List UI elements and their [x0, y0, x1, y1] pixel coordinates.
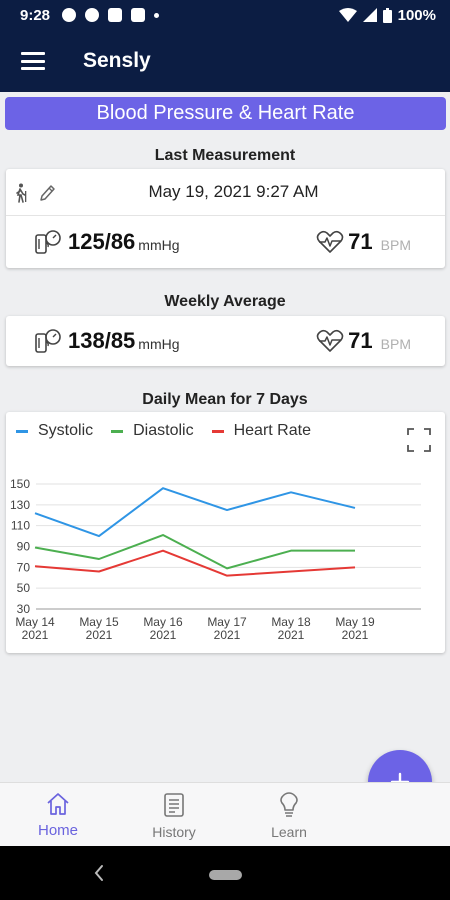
daily-mean-heading: Daily Mean for 7 Days — [142, 391, 308, 408]
x-tick-label: May 14 — [15, 615, 55, 629]
x-tick-label: May 17 — [207, 615, 247, 629]
nav-home[interactable]: Home — [18, 792, 98, 839]
back-chevron-icon[interactable] — [93, 864, 105, 882]
y-tick-label: 110 — [11, 519, 30, 533]
legend-swatch — [111, 429, 124, 433]
status-time: 9:28 — [20, 6, 51, 24]
weekly-average-heading: Weekly Average — [164, 293, 286, 310]
heart-rate-reading: 71 BPM — [316, 328, 411, 354]
y-tick-label: 90 — [17, 540, 31, 554]
nav-history-label: History — [152, 824, 196, 840]
x-tick-label: May 18 — [271, 615, 311, 629]
lightbulb-icon — [280, 792, 298, 817]
nav-home-label: Home — [37, 822, 78, 839]
location-icon — [62, 8, 77, 22]
systolic-diastolic-value: 138/85 — [68, 328, 136, 353]
x-tick-label: 2021 — [214, 628, 241, 642]
daily-mean-chart-card: Systolic Diastolic Heart Rate 30 50 70 90 11… — [6, 412, 445, 653]
legend-label: Systolic — [38, 422, 94, 439]
blood-pressure-reading: 125/86 mmHg — [34, 229, 180, 255]
heart-rate-reading: 71 BPM — [316, 229, 411, 255]
nav-learn-label: Learn — [271, 824, 307, 840]
heart-rate-value: 71 — [348, 229, 373, 254]
legend-item-heart-rate: Heart Rate — [211, 422, 311, 440]
y-tick-label: 50 — [17, 581, 31, 595]
bottom-navigation: Home History Learn — [0, 782, 450, 846]
x-tick-label: May 15 — [79, 615, 119, 629]
series-line-diastolic — [34, 534, 355, 570]
x-tick-label: 2021 — [22, 628, 49, 642]
notification-icons — [62, 8, 160, 22]
series-line-systolic — [34, 487, 356, 538]
x-tick-label: 2021 — [86, 628, 113, 642]
section-banner: Blood Pressure & Heart Rate — [5, 97, 446, 130]
x-tick-label: 2021 — [278, 628, 305, 642]
walking-icon — [16, 183, 27, 203]
activity-icons — [14, 183, 56, 203]
legend-item-diastolic: Diastolic — [111, 422, 194, 440]
bp-unit: mmHg — [138, 335, 180, 352]
heart-rate-value: 71 — [348, 328, 373, 353]
x-tick-label: 2021 — [342, 628, 369, 642]
mail-icon — [131, 8, 146, 22]
app-bar: Sensly — [0, 30, 450, 92]
legend-swatch — [211, 429, 224, 433]
menu-icon[interactable] — [21, 52, 45, 70]
weekly-average-card: 138/85 mmHg 71 BPM — [6, 316, 445, 366]
x-tick-label: May 19 — [335, 615, 375, 629]
message-icon — [108, 8, 123, 22]
chart-legend: Systolic Diastolic Heart Rate — [16, 422, 311, 440]
series-line-heart-rate — [34, 549, 356, 577]
status-right: 100% — [338, 6, 436, 24]
heart-rate-icon — [316, 329, 344, 352]
blood-pressure-icon — [35, 329, 61, 353]
wifi-icon — [338, 8, 357, 22]
hr-unit: BPM — [380, 335, 411, 352]
history-list-icon — [164, 793, 184, 817]
legend-swatch — [16, 429, 28, 433]
x-tick-label: 2021 — [150, 628, 177, 642]
nav-history[interactable]: History — [134, 792, 214, 840]
x-tick-label: May 16 — [143, 615, 183, 629]
last-measurement-card[interactable]: May 19, 2021 9:27 AM 125/86 mmHg 71 BPM — [6, 169, 445, 268]
y-tick-label: 30 — [17, 602, 31, 616]
blood-pressure-icon — [35, 230, 61, 254]
blood-pressure-reading: 138/85 mmHg — [34, 328, 180, 354]
bp-unit: mmHg — [138, 236, 180, 253]
app-title: Sensly — [83, 49, 151, 72]
weekly-average-readings: 138/85 mmHg 71 BPM — [6, 316, 445, 366]
battery-level: 100% — [397, 6, 436, 24]
last-measurement-heading: Last Measurement — [154, 147, 296, 164]
y-tick-label: 150 — [10, 477, 30, 491]
y-tick-label: 70 — [17, 560, 31, 574]
legend-label: Heart Rate — [233, 422, 311, 439]
more-notifications-icon — [154, 12, 160, 18]
nav-learn[interactable]: Learn — [249, 792, 329, 840]
edit-pencil-icon[interactable] — [38, 183, 56, 203]
signal-icon — [362, 8, 377, 22]
fullscreen-icon[interactable] — [407, 428, 431, 452]
home-pill-button[interactable] — [209, 870, 242, 880]
heart-rate-icon — [316, 230, 344, 253]
hr-unit: BPM — [380, 236, 411, 253]
legend-label: Diastolic — [133, 422, 194, 439]
battery-icon — [382, 7, 392, 23]
measurement-datetime: May 19, 2021 9:27 AM — [148, 182, 319, 201]
systolic-diastolic-value: 125/86 — [68, 229, 136, 254]
status-bar: 9:28 100% — [0, 0, 450, 30]
last-measurement-readings: 125/86 mmHg 71 BPM — [6, 216, 445, 268]
app-notification-icon — [85, 8, 100, 22]
legend-item-systolic: Systolic — [16, 422, 93, 440]
system-navigation-bar — [0, 846, 450, 900]
last-measurement-header: May 19, 2021 9:27 AM — [6, 169, 445, 216]
y-tick-label: 130 — [10, 498, 30, 512]
home-icon — [47, 793, 69, 815]
